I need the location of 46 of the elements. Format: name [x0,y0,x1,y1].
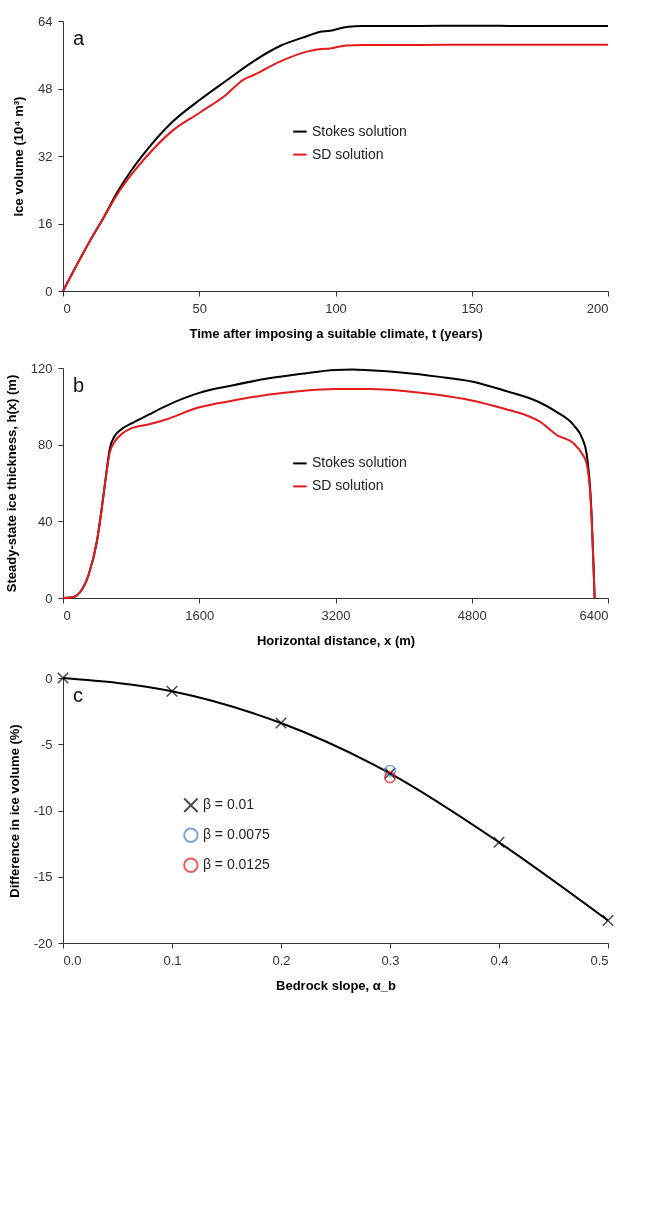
y-tick-label: 0 [45,283,53,299]
annotation: a [73,27,85,49]
y-tick-label: 80 [38,437,53,453]
y-tick-label: 48 [38,81,53,96]
y-axis-title: Ice volume (10⁴ m³) [11,96,27,217]
x-tick-label: 6400 [579,607,609,623]
x-tick-label: 200 [586,300,609,316]
legend-label: β = 0.01 [202,796,255,813]
x-axis-title: Horizontal distance, x (m) [256,632,416,648]
y-axis-title: Steady-state ice thickness, h(x) (m) [3,374,19,593]
x-tick-label: 0.2 [272,952,291,968]
annotation: b [73,374,85,396]
x-tick-label: 150 [461,300,484,316]
y-tick-label: 32 [38,148,53,164]
x-tick-label: 0.5 [590,952,609,968]
x-tick-label: 0.4 [490,952,509,968]
y-tick-label: 16 [38,216,53,231]
x-tick-label: 100 [325,300,347,316]
x-axis-title: Bedrock slope, α_b [276,977,397,993]
x-tick-label: 1600 [185,607,215,623]
y-tick-label: -10 [33,803,53,818]
y-tick-label: 64 [38,13,53,29]
x-tick-label: 3200 [321,607,351,623]
legend-label: Stokes solution [311,454,407,471]
y-tick-label: 0 [45,670,53,686]
legend-label: Stokes solution [311,122,407,139]
legend-label: β = 0.0125 [202,856,270,873]
x-axis-title: Time after imposing a suitable climate, t (years) [189,325,483,341]
y-tick-label: -15 [33,869,53,885]
x-tick-label: 0.3 [381,952,400,968]
annotation: c [73,684,83,706]
x-tick-label: 4800 [457,607,487,623]
legend-label: SD solution [311,477,384,494]
y-tick-label: -20 [33,935,53,951]
y-tick-label: 40 [38,513,53,529]
x-tick-label: 0 [63,300,71,316]
x-tick-label: 0.0 [63,952,82,968]
x-tick-label: 0 [63,607,71,623]
x-tick-label: 0.1 [163,952,182,968]
legend-label: β = 0.0075 [202,826,270,843]
legend-label: SD solution [311,145,384,162]
y-tick-label: 0 [45,590,53,606]
x-tick-label: 50 [192,300,207,316]
y-tick-label: -5 [40,736,53,752]
y-axis-title: Difference in ice volume (%) [6,724,22,898]
y-tick-label: 120 [30,360,53,376]
